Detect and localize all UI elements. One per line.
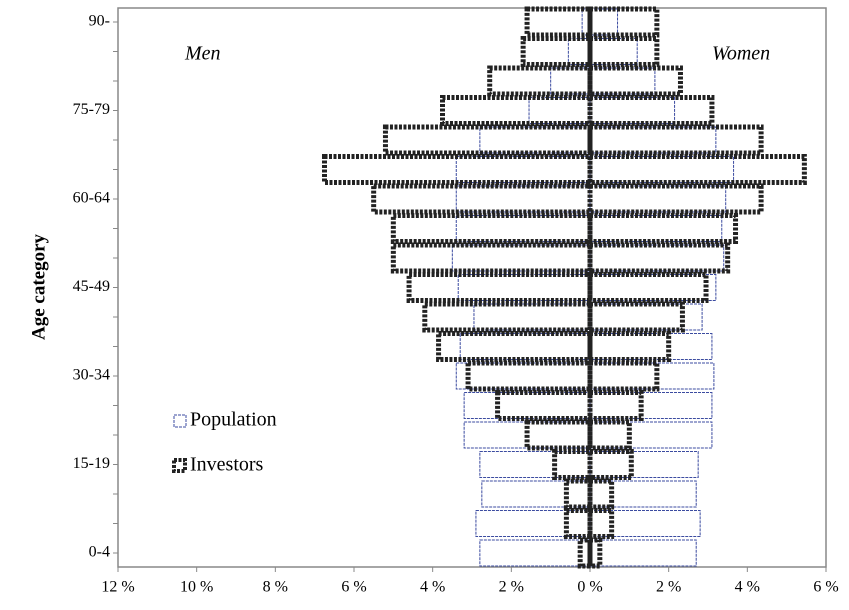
investor-bar — [587, 95, 715, 126]
investor-bar — [587, 272, 709, 303]
investor-bar — [587, 360, 660, 392]
population-bar — [589, 185, 727, 213]
y-tick-label: 90- — [89, 13, 110, 30]
investor-bar — [587, 213, 739, 244]
x-tick-label: 12 % — [101, 579, 134, 596]
population-bar — [589, 126, 717, 154]
population-bar — [455, 362, 591, 390]
investor-bar — [587, 6, 660, 38]
y-tick-label: 60-64 — [73, 190, 110, 207]
population-bar — [589, 274, 717, 301]
population-bar — [481, 480, 591, 508]
x-tick-label: 2 % — [656, 579, 681, 596]
y-tick-label: 15-19 — [73, 455, 110, 472]
investor-bar — [382, 124, 593, 156]
population-bar — [589, 510, 701, 537]
investor-bar — [587, 390, 644, 421]
y-tick-label: 30-34 — [73, 367, 110, 384]
investor-bar — [587, 419, 632, 451]
population-bar — [589, 392, 713, 419]
population-bar — [455, 185, 591, 213]
investor-bar — [440, 95, 593, 126]
investor-bar — [587, 537, 603, 569]
investor-bar — [587, 65, 683, 97]
investor-bar — [587, 154, 807, 185]
investor-bar — [587, 449, 634, 480]
population-bar — [589, 451, 699, 478]
investor-bar — [422, 301, 593, 333]
investor-bar — [524, 6, 593, 38]
x-tick-label: 4 % — [420, 579, 445, 596]
population-bar — [457, 274, 591, 301]
investor-bar — [552, 449, 593, 480]
legend-label: Population — [190, 409, 277, 431]
x-tick-label: 2 % — [499, 579, 524, 596]
population-bar — [589, 67, 656, 95]
population-bar — [479, 539, 591, 567]
population-bar — [528, 97, 591, 124]
population-bar — [589, 421, 713, 449]
x-tick-label: 8 % — [263, 579, 288, 596]
population-bar — [463, 392, 591, 419]
y-tick-label: 0-4 — [89, 544, 110, 561]
investor-bar — [322, 154, 593, 185]
population-bar — [455, 156, 591, 183]
x-tick-label: 6 % — [341, 579, 366, 596]
population-bar — [589, 156, 735, 183]
y-tick-label: 75-79 — [73, 101, 110, 118]
x-tick-label: 6 % — [813, 579, 838, 596]
population-bar — [479, 126, 591, 154]
legend-swatch — [172, 458, 187, 473]
investor-bar — [587, 242, 731, 274]
investor-bar — [487, 65, 593, 97]
population-bar — [589, 215, 723, 242]
investor-bar — [587, 36, 660, 67]
investor-bar — [587, 301, 685, 333]
population-bar — [479, 451, 591, 478]
investor-bar — [524, 419, 593, 451]
annotation: Men — [184, 43, 221, 65]
investor-bar — [587, 478, 615, 510]
investor-bar — [587, 124, 764, 156]
x-tick-label: 0 % — [577, 579, 602, 596]
population-bar — [589, 303, 703, 331]
investor-bar — [520, 36, 593, 67]
investor-bar — [587, 183, 764, 215]
population-bar — [589, 97, 676, 124]
population-bar — [589, 480, 697, 508]
y-axis-label: Age category — [28, 233, 49, 340]
investor-bar — [465, 360, 593, 392]
legend-swatch — [173, 414, 187, 428]
population-bar — [589, 8, 619, 36]
population-bar — [589, 38, 638, 65]
annotation: Women — [712, 43, 770, 65]
population-bar — [473, 303, 591, 331]
population-bar — [589, 333, 713, 360]
investor-bar — [587, 331, 672, 362]
x-tick-label: 10 % — [180, 579, 213, 596]
investor-bar — [371, 183, 593, 215]
population-bar — [451, 244, 591, 272]
investor-bar — [390, 242, 593, 274]
population-bar — [455, 215, 591, 242]
x-tick-label: 4 % — [735, 579, 760, 596]
population-bar — [589, 244, 725, 272]
investor-bar — [587, 508, 615, 539]
population-bar — [567, 38, 591, 65]
population-bar — [475, 510, 591, 537]
y-tick-label: 45-49 — [73, 278, 110, 295]
population-bar — [550, 67, 591, 95]
population-bar — [589, 362, 715, 390]
legend-label: Investors — [190, 454, 264, 476]
population-bar — [589, 539, 697, 567]
population-bar — [459, 333, 591, 360]
